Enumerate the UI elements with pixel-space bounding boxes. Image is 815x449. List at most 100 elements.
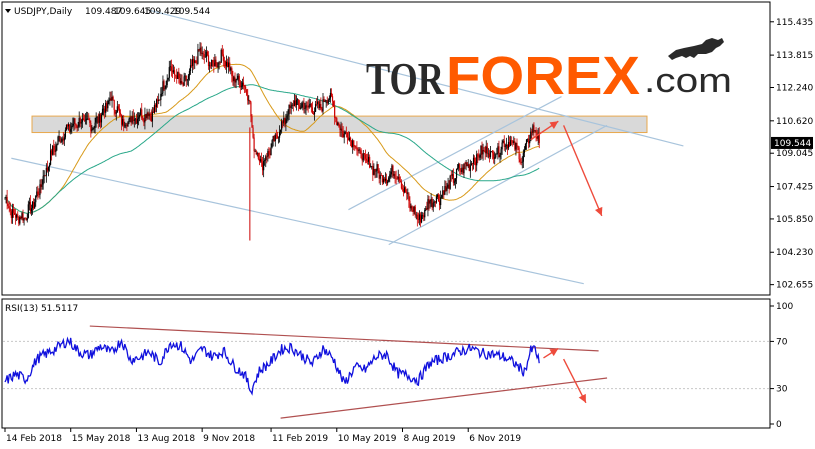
candle [450, 170, 452, 182]
candle [51, 148, 53, 161]
candle [316, 98, 318, 107]
candle [37, 185, 39, 200]
candle [277, 136, 280, 144]
candle [13, 208, 16, 215]
price-pane: 115.435 113.815 112.240 110.620 109.045 107.4… [1, 1, 813, 296]
candle [470, 160, 472, 166]
candle [367, 151, 370, 165]
candle [228, 56, 230, 74]
candle [113, 99, 115, 116]
candle [168, 60, 170, 82]
ma-orange-line [4, 63, 540, 215]
candle [478, 149, 480, 161]
candle [206, 50, 209, 57]
candle [341, 123, 343, 138]
candle [80, 119, 82, 130]
candle [149, 112, 151, 121]
candle [101, 104, 104, 116]
candle [188, 68, 191, 81]
candle [460, 168, 462, 176]
time-tick-label: 15 May 2018 [72, 434, 131, 444]
candle [187, 73, 189, 87]
candle [73, 117, 75, 131]
candle [319, 99, 321, 111]
candle [7, 202, 9, 209]
candle [458, 162, 460, 172]
candle [379, 171, 381, 186]
candle [371, 165, 373, 170]
candle [139, 112, 141, 122]
candle [359, 147, 361, 154]
candle [263, 155, 265, 178]
candle [44, 175, 46, 177]
candle [39, 179, 41, 200]
candle [129, 110, 131, 123]
candle [93, 125, 95, 133]
candle [223, 56, 226, 69]
candle [207, 51, 210, 70]
candle [123, 115, 125, 132]
candle [526, 138, 529, 143]
candle [4, 197, 6, 200]
candle [256, 151, 258, 157]
candle [186, 79, 188, 86]
candle [428, 195, 430, 211]
candle [155, 98, 158, 113]
candle [414, 204, 416, 218]
candle [340, 121, 342, 138]
rsi-forecast-down [562, 358, 587, 404]
candle [508, 136, 511, 148]
candle [377, 164, 379, 174]
candle [143, 117, 145, 127]
candle [216, 62, 218, 68]
candle [364, 149, 366, 164]
candle [192, 54, 194, 74]
candle [291, 102, 293, 110]
candle [429, 199, 431, 209]
price-pane-frame [1, 1, 771, 296]
rising-lower [388, 124, 608, 246]
candle [292, 100, 294, 112]
candle [499, 152, 501, 163]
candle [520, 157, 522, 166]
candle [361, 153, 363, 166]
candle [198, 49, 200, 52]
candle [471, 162, 474, 171]
candle [175, 74, 177, 79]
candle [65, 124, 68, 131]
candle [302, 100, 304, 111]
candle [432, 198, 434, 212]
rsi-trendlines [89, 325, 608, 419]
candle [295, 95, 298, 111]
candle [500, 146, 502, 160]
candle [276, 131, 279, 139]
dropdown-triangle-icon[interactable] [5, 9, 11, 13]
candle [430, 193, 432, 207]
candle [358, 147, 360, 154]
candle [24, 217, 26, 220]
candle [443, 190, 445, 199]
candle [201, 46, 203, 60]
candle [34, 198, 36, 209]
candle [145, 114, 147, 121]
candle [333, 100, 335, 108]
candle [293, 93, 295, 107]
candle [126, 122, 128, 131]
candle [88, 113, 90, 121]
candle [380, 172, 382, 176]
candle [457, 164, 459, 170]
candle [327, 98, 329, 105]
candle [402, 185, 405, 197]
candle [106, 101, 108, 112]
candle [418, 210, 421, 226]
candle [274, 133, 276, 147]
candle [53, 139, 55, 156]
candle [241, 78, 244, 90]
candle [461, 164, 463, 175]
candle [495, 153, 497, 159]
candle [386, 173, 388, 187]
ohlc-open: 109.487 [85, 7, 122, 17]
candle [329, 88, 332, 103]
candle [462, 164, 464, 175]
